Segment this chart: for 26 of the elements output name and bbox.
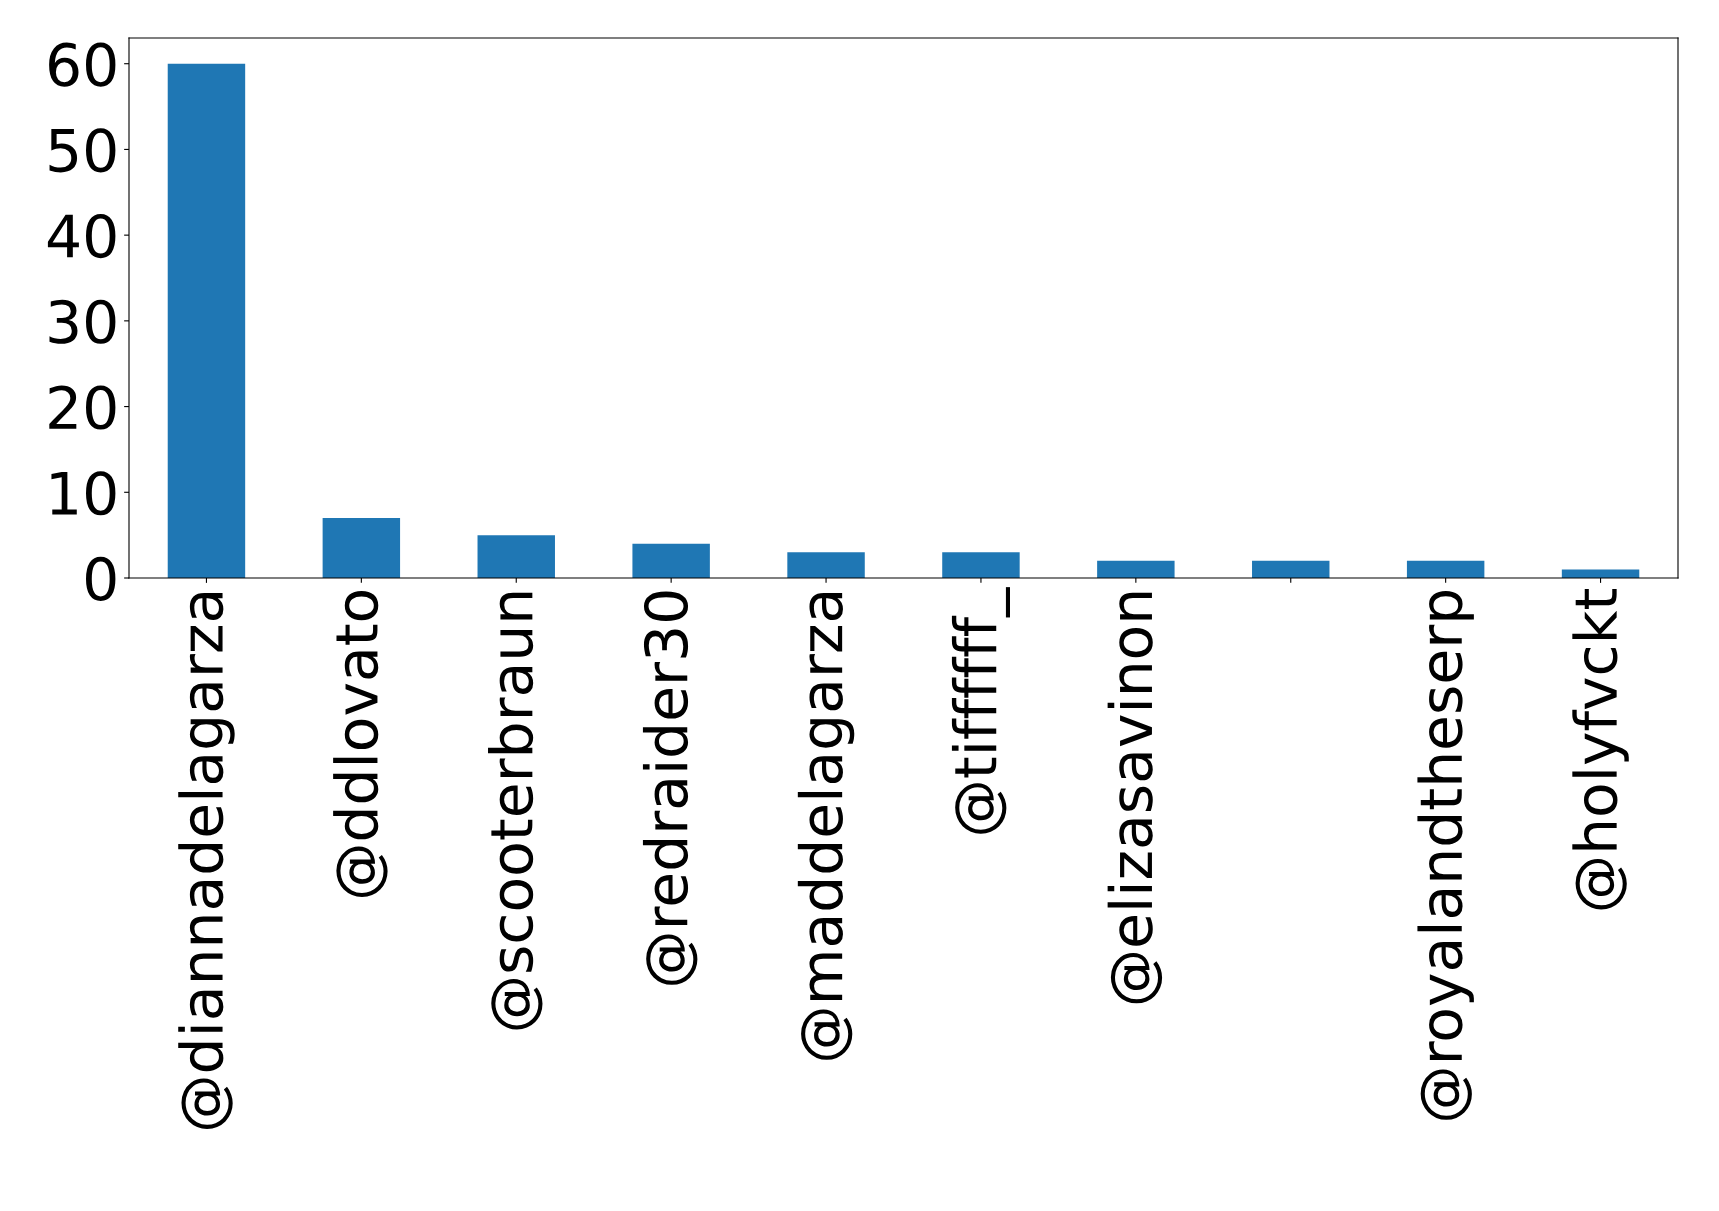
- bar: [322, 518, 401, 578]
- bar: [787, 552, 865, 578]
- y-tick-label: 40: [47, 214, 116, 259]
- x-tick-label: @diannadelagarza: [178, 593, 235, 1129]
- bar: [1252, 560, 1330, 578]
- bar: [477, 535, 555, 578]
- y-tick-label: 10: [51, 471, 116, 516]
- y-tick-label: 60: [49, 42, 116, 87]
- y-tick-label: 30: [49, 299, 116, 344]
- x-tick-label: @ddlovato: [333, 590, 388, 898]
- x-tick-label: @scooterbraun: [488, 592, 543, 1030]
- x-tick-label: @holyfvckt: [1572, 589, 1629, 910]
- y-tick-label: 20: [49, 385, 116, 430]
- x-tick-label: @maddelagarza: [797, 593, 855, 1060]
- bar: [167, 63, 246, 578]
- bar: [942, 552, 1020, 578]
- x-tick-label: @redraider30: [642, 591, 698, 985]
- y-tick-label: 0: [86, 556, 116, 601]
- x-tick-label: @royalandtheserp: [1417, 590, 1474, 1120]
- bar: [1406, 560, 1485, 578]
- bar: [1561, 569, 1640, 578]
- bar: [632, 543, 710, 578]
- bar: [1097, 560, 1175, 578]
- x-tick-label: @elizasavinon: [1107, 592, 1163, 1004]
- y-tick-label: 50: [49, 128, 116, 173]
- x-tick-label: @tiffffff_: [951, 587, 1010, 834]
